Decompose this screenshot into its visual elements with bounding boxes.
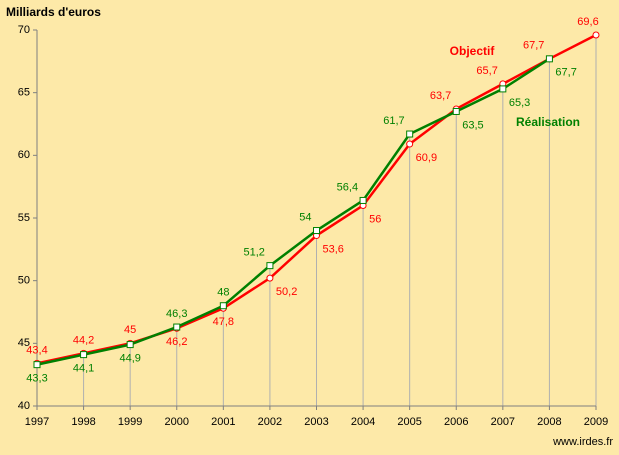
data-label: 65,7 — [476, 65, 497, 77]
x-tick-label: 2003 — [304, 416, 328, 428]
y-tick-label: 40 — [18, 400, 30, 412]
y-tick-label: 55 — [18, 212, 30, 224]
data-label: 67,7 — [555, 67, 576, 79]
point — [452, 107, 460, 115]
data-label: 61,7 — [383, 115, 404, 127]
data-label: 56,4 — [337, 181, 358, 193]
point — [219, 302, 227, 310]
data-label: 50,2 — [276, 286, 297, 298]
y-tick-label: 65 — [18, 87, 30, 99]
y-tick-label: 45 — [18, 337, 30, 349]
data-label: 46,3 — [166, 308, 187, 320]
point — [499, 85, 507, 93]
x-tick-label: 2009 — [584, 416, 608, 428]
data-label: 46,2 — [166, 336, 187, 348]
point — [126, 341, 134, 349]
data-label: 69,6 — [577, 16, 598, 28]
series-label: Réalisation — [516, 115, 580, 129]
x-tick-label: 2007 — [491, 416, 515, 428]
point — [33, 361, 41, 369]
x-tick-label: 1999 — [118, 416, 142, 428]
data-label: 56 — [369, 213, 381, 225]
chart-title: Milliards d'euros — [6, 5, 101, 19]
data-label: 53,6 — [323, 243, 344, 255]
point — [545, 55, 553, 63]
x-tick-label: 2000 — [165, 416, 189, 428]
data-label: 63,5 — [462, 119, 483, 131]
source-note: www.irdes.fr — [552, 436, 613, 448]
x-tick-label: 1998 — [71, 416, 95, 428]
data-label: 44,9 — [119, 352, 140, 364]
point — [592, 31, 600, 39]
x-tick-label: 2002 — [258, 416, 282, 428]
series-label: Objectif — [450, 44, 496, 58]
point — [406, 130, 414, 138]
x-tick-label: 2006 — [444, 416, 468, 428]
x-tick-label: 2004 — [351, 416, 375, 428]
data-label: 44,1 — [73, 363, 94, 375]
data-label: 63,7 — [430, 90, 451, 102]
point — [313, 227, 320, 235]
point — [266, 274, 274, 282]
series-line — [36, 57, 551, 366]
data-label: 44,2 — [73, 334, 94, 346]
x-tick-label: 1997 — [25, 416, 49, 428]
data-label: 54 — [299, 211, 311, 223]
data-label: 43,3 — [26, 373, 47, 385]
point — [80, 351, 88, 359]
data-label: 43,4 — [26, 344, 47, 356]
data-label: 48 — [217, 287, 229, 299]
x-tick-label: 2001 — [211, 416, 235, 428]
x-tick-label: 2008 — [537, 416, 561, 428]
data-label: 51,2 — [243, 247, 264, 259]
data-label: 65,3 — [509, 97, 530, 109]
data-label: 47,8 — [213, 316, 234, 328]
y-tick-label: 60 — [18, 149, 30, 161]
x-tick-label: 2005 — [397, 416, 421, 428]
y-tick-label: 50 — [18, 275, 30, 287]
point — [406, 140, 414, 148]
point — [359, 196, 367, 204]
y-tick-label: 70 — [18, 24, 30, 36]
point — [266, 262, 274, 270]
data-label: 67,7 — [523, 40, 544, 52]
data-label: 45 — [124, 324, 136, 336]
data-label: 60,9 — [416, 152, 437, 164]
point — [173, 323, 181, 331]
